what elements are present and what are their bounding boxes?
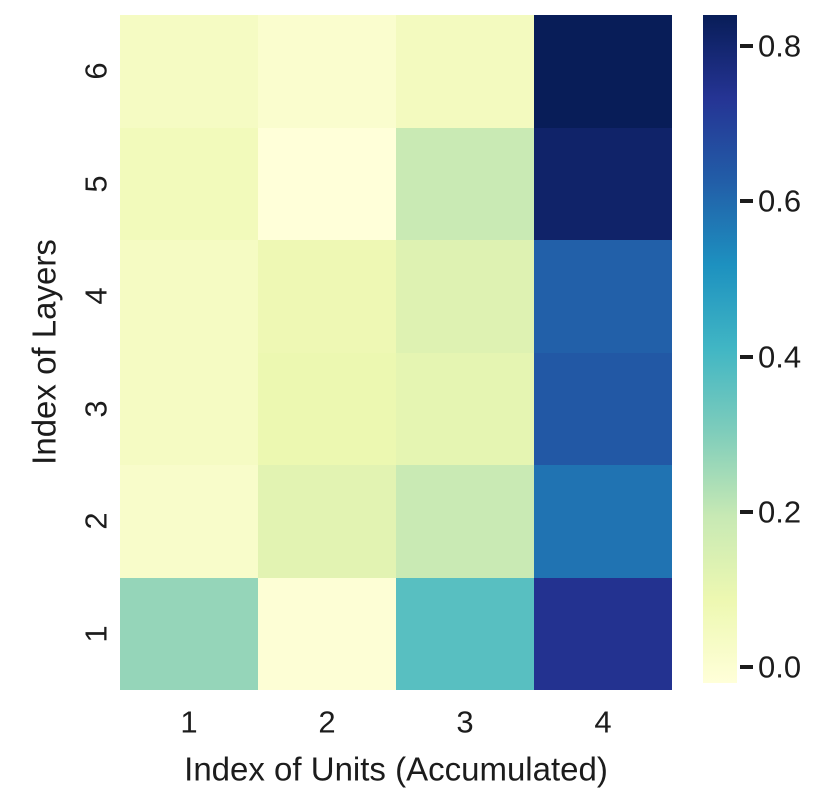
colorbar-tick-label: 0.0: [758, 649, 802, 685]
y-tick-label: 2: [78, 512, 114, 530]
heatmap-cell: [396, 577, 534, 690]
heatmap-cell: [396, 465, 534, 578]
heatmap-cell: [120, 577, 258, 690]
heatmap-cell: [120, 352, 258, 465]
heatmap-cell: [534, 15, 672, 128]
y-tick-label: 3: [78, 400, 114, 418]
heatmap-cell: [258, 15, 396, 128]
colorbar-tick-mark: [740, 44, 753, 49]
colorbar-gradient: [703, 15, 737, 683]
heatmap-cell: [534, 352, 672, 465]
heatmap-cell: [258, 352, 396, 465]
x-tick-label: 4: [594, 704, 612, 740]
colorbar-tick-label: 0.8: [758, 28, 802, 64]
heatmap-cell: [258, 577, 396, 690]
heatmap-cell: [534, 127, 672, 240]
colorbar-tick-label: 0.4: [758, 339, 802, 375]
y-tick-label: 1: [78, 625, 114, 643]
heatmap-cell: [396, 352, 534, 465]
heatmap-cell: [534, 577, 672, 690]
y-axis-title: Index of Layers: [25, 239, 63, 465]
heatmap-cell: [120, 127, 258, 240]
colorbar-tick-mark: [740, 354, 753, 359]
x-tick-label: 1: [180, 704, 198, 740]
heatmap-cell: [534, 465, 672, 578]
heatmap-cell: [120, 465, 258, 578]
heatmap-cell: [396, 15, 534, 128]
heatmap-cell: [396, 240, 534, 353]
heatmap-cell: [258, 465, 396, 578]
y-tick-label: 6: [78, 62, 114, 80]
colorbar-tick-mark: [740, 665, 753, 670]
colorbar-tick-mark: [740, 510, 753, 515]
heatmap-cell: [534, 240, 672, 353]
x-axis-title: Index of Units (Accumulated): [184, 750, 608, 788]
x-tick-label: 2: [318, 704, 336, 740]
colorbar-tick-mark: [740, 199, 753, 204]
heatmap-cell: [396, 127, 534, 240]
heatmap-cell: [258, 240, 396, 353]
colorbar-tick-label: 0.2: [758, 494, 802, 530]
y-tick-label: 4: [78, 287, 114, 305]
x-tick-label: 3: [456, 704, 474, 740]
colorbar-tick-label: 0.6: [758, 183, 802, 219]
heatmap-grid: [120, 15, 672, 690]
heatmap-cell: [258, 127, 396, 240]
heatmap-cell: [120, 240, 258, 353]
y-tick-label: 5: [78, 175, 114, 193]
heatmap-cell: [120, 15, 258, 128]
